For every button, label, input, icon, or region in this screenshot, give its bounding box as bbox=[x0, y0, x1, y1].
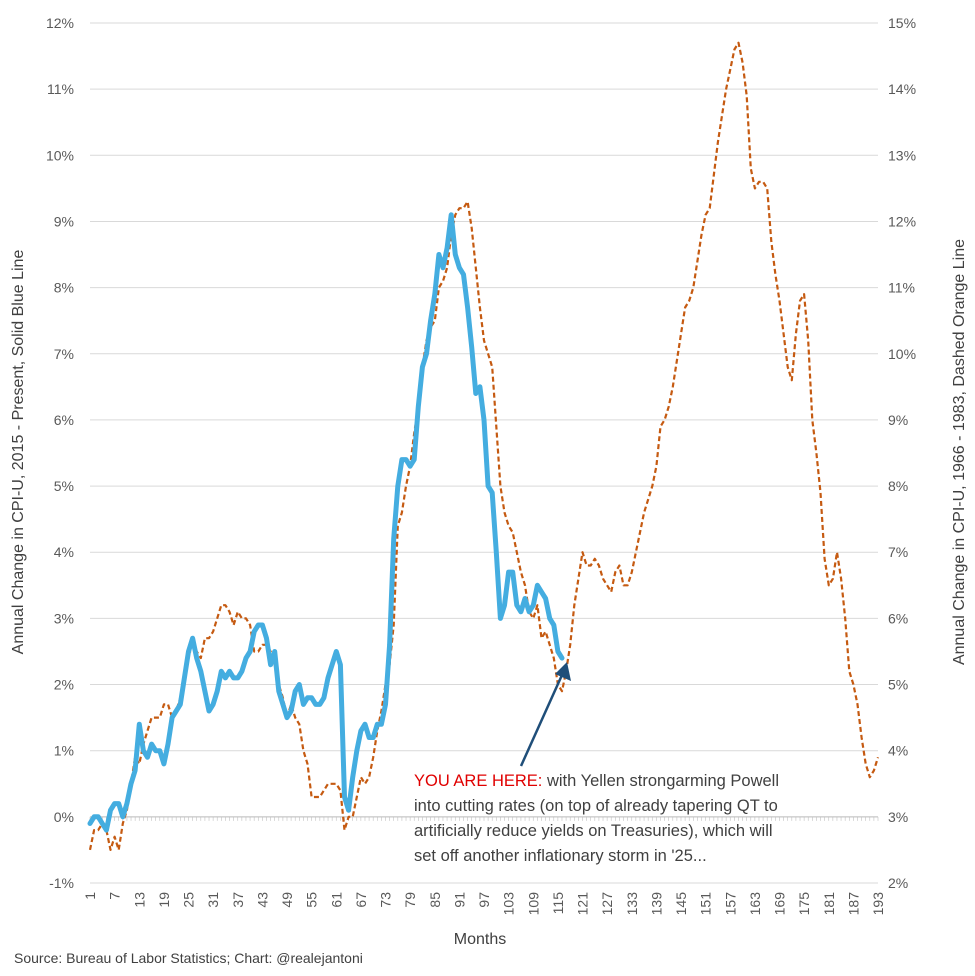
annotation-line-4: set off another inflationary storm in '2… bbox=[414, 847, 707, 865]
x-tick-label: 169 bbox=[772, 892, 788, 916]
left-tick-label: 1% bbox=[54, 743, 74, 759]
x-axis-title: Months bbox=[454, 931, 506, 948]
right-tick-label: 5% bbox=[888, 677, 908, 693]
x-tick-label: 79 bbox=[402, 892, 418, 908]
x-tick-label: 19 bbox=[156, 892, 172, 908]
left-tick-label: 0% bbox=[54, 809, 74, 825]
x-tick-label: 7 bbox=[107, 892, 123, 900]
left-tick-label: -1% bbox=[49, 875, 74, 891]
right-tick-label: 14% bbox=[888, 81, 916, 97]
left-axis-title: Annual Change in CPI-U, 2015 - Present, … bbox=[10, 250, 27, 655]
left-tick-label: 9% bbox=[54, 213, 74, 229]
x-tick-label: 31 bbox=[205, 892, 221, 908]
x-tick-label: 73 bbox=[378, 892, 394, 908]
x-tick-label: 151 bbox=[698, 892, 714, 916]
right-axis: 2% 3% 4% 5% 6% 7% 8% 9% 10% 11% 12% 13% 14% 15% bbox=[888, 15, 916, 891]
x-tick-label: 145 bbox=[673, 892, 689, 916]
annotation-line-1: YOU ARE HERE: with Yellen strongarming P… bbox=[414, 772, 779, 790]
right-tick-label: 11% bbox=[888, 280, 915, 296]
annotation: YOU ARE HERE: with Yellen strongarming P… bbox=[414, 662, 779, 865]
right-tick-label: 4% bbox=[888, 743, 908, 759]
source-note: Source: Bureau of Labor Statistics; Char… bbox=[14, 950, 363, 966]
right-tick-label: 6% bbox=[888, 610, 908, 626]
left-tick-label: 2% bbox=[54, 677, 74, 693]
x-tick-label: 85 bbox=[427, 892, 443, 908]
x-tick-label: 103 bbox=[501, 892, 517, 916]
left-tick-label: 6% bbox=[54, 412, 74, 428]
right-tick-label: 9% bbox=[888, 412, 908, 428]
x-tick-label: 61 bbox=[328, 892, 344, 908]
x-tick-label: 193 bbox=[870, 892, 886, 916]
right-tick-label: 12% bbox=[888, 213, 916, 229]
left-tick-label: 3% bbox=[54, 610, 74, 626]
annotation-line-3: artificially reduce yields on Treasuries… bbox=[414, 822, 773, 840]
annotation-arrow-head bbox=[555, 662, 571, 681]
x-tick-label: 67 bbox=[353, 892, 369, 908]
annotation-text-1: with Yellen strongarming Powell bbox=[542, 772, 779, 790]
left-tick-label: 10% bbox=[46, 147, 74, 163]
right-tick-label: 3% bbox=[888, 809, 908, 825]
x-tick-label: 43 bbox=[254, 892, 270, 908]
x-tick-label: 121 bbox=[575, 892, 591, 916]
x-tick-label: 187 bbox=[845, 892, 861, 916]
right-tick-label: 15% bbox=[888, 15, 916, 31]
series-lines bbox=[87, 41, 880, 851]
x-tick-label: 1 bbox=[82, 892, 98, 900]
right-tick-label: 13% bbox=[888, 147, 916, 163]
left-tick-label: 11% bbox=[47, 81, 74, 97]
right-tick-label: 2% bbox=[888, 875, 908, 891]
x-tick-label: 109 bbox=[525, 892, 541, 916]
x-tick-label: 49 bbox=[279, 892, 295, 908]
right-tick-label: 8% bbox=[888, 478, 908, 494]
x-tick-label: 163 bbox=[747, 892, 763, 916]
left-tick-label: 12% bbox=[46, 15, 74, 31]
x-tick-label: 37 bbox=[230, 892, 246, 908]
series-line-1966-1983 bbox=[88, 41, 880, 851]
x-tick-label: 115 bbox=[550, 892, 566, 915]
x-tick-label: 91 bbox=[451, 892, 467, 908]
x-tick-label: 139 bbox=[648, 892, 664, 916]
x-tick-label: 25 bbox=[181, 892, 197, 908]
x-tick-label: 13 bbox=[131, 892, 147, 908]
left-tick-label: 4% bbox=[54, 544, 74, 560]
left-tick-label: 8% bbox=[54, 280, 74, 296]
left-tick-label: 5% bbox=[54, 478, 74, 494]
right-axis-title: Annual Change in CPI-U, 1966 - 1983, Das… bbox=[951, 239, 968, 665]
series-line-2015-present bbox=[87, 212, 565, 833]
x-tick-label: 175 bbox=[796, 892, 812, 916]
x-tick-label: 127 bbox=[599, 892, 615, 916]
left-axis: -1% 0% 1% 2% 3% 4% 5% 6% 7% 8% 9% 10% 11% 12% bbox=[46, 15, 74, 891]
right-tick-label: 7% bbox=[888, 544, 908, 560]
right-tick-label: 10% bbox=[888, 346, 916, 362]
gridlines bbox=[90, 22, 878, 884]
x-axis: 1 7 13 19 25 31 37 43 49 55 61 67 73 79 85 91 97 103 109 11… bbox=[82, 816, 886, 916]
annotation-line-2: into cutting rates (on top of already ta… bbox=[414, 797, 778, 815]
left-tick-label: 7% bbox=[54, 346, 74, 362]
x-tick-label: 97 bbox=[476, 892, 492, 908]
annotation-arrow-shaft bbox=[519, 674, 564, 767]
x-tick-label: 157 bbox=[722, 892, 738, 916]
annotation-highlight: YOU ARE HERE: bbox=[414, 772, 542, 790]
x-tick-label: 55 bbox=[304, 892, 320, 908]
x-tick-label: 133 bbox=[624, 892, 640, 916]
x-tick-label: 181 bbox=[821, 892, 837, 916]
